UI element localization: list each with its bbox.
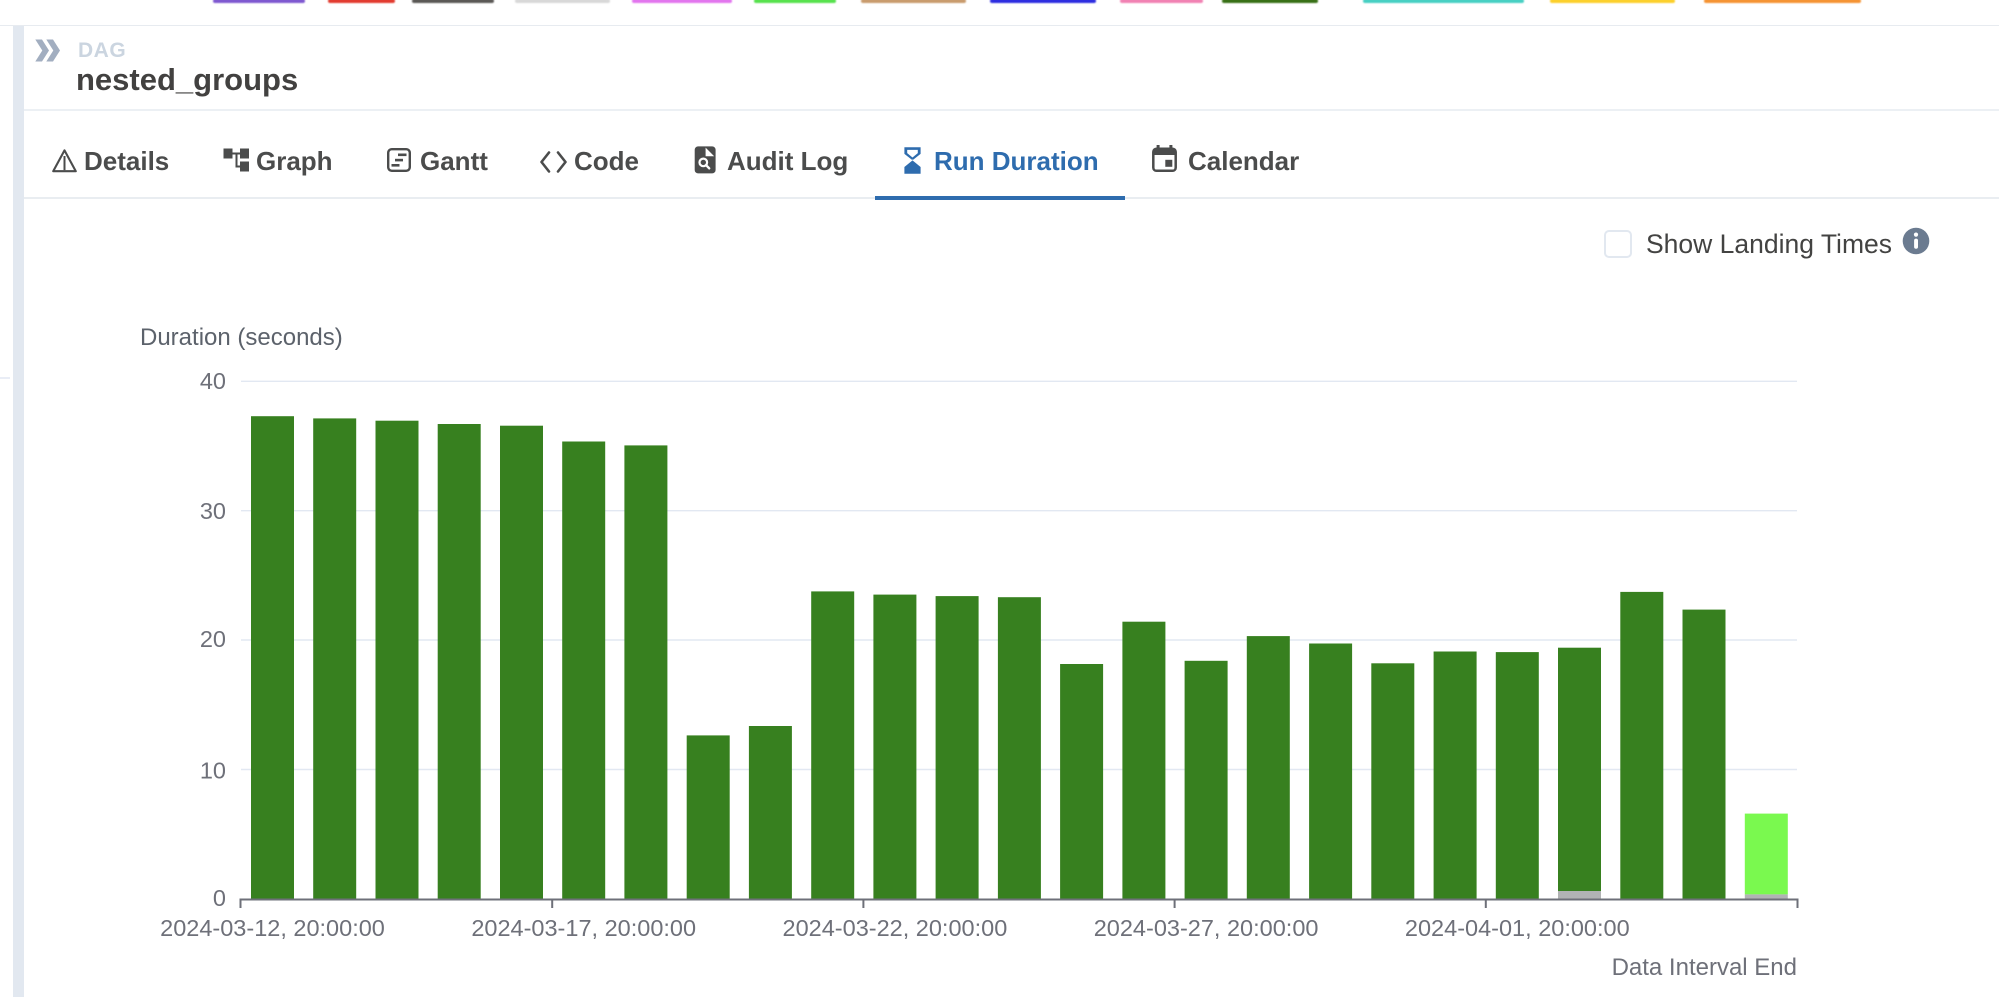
svg-text:Data Interval End: Data Interval End xyxy=(1612,954,1797,981)
svg-text:0: 0 xyxy=(213,885,226,911)
svg-text:2024-03-27, 20:00:00: 2024-03-27, 20:00:00 xyxy=(1094,915,1319,941)
svg-text:40: 40 xyxy=(200,368,226,394)
svg-text:30: 30 xyxy=(200,498,226,524)
svg-text:2024-03-22, 20:00:00: 2024-03-22, 20:00:00 xyxy=(783,915,1008,941)
svg-text:20: 20 xyxy=(200,626,226,652)
svg-text:2024-03-12, 20:00:00: 2024-03-12, 20:00:00 xyxy=(160,915,385,941)
svg-text:Duration (seconds): Duration (seconds) xyxy=(140,324,343,351)
svg-text:2024-04-01, 20:00:00: 2024-04-01, 20:00:00 xyxy=(1405,915,1630,941)
svg-text:2024-03-17, 20:00:00: 2024-03-17, 20:00:00 xyxy=(471,915,696,941)
svg-text:10: 10 xyxy=(200,758,226,784)
